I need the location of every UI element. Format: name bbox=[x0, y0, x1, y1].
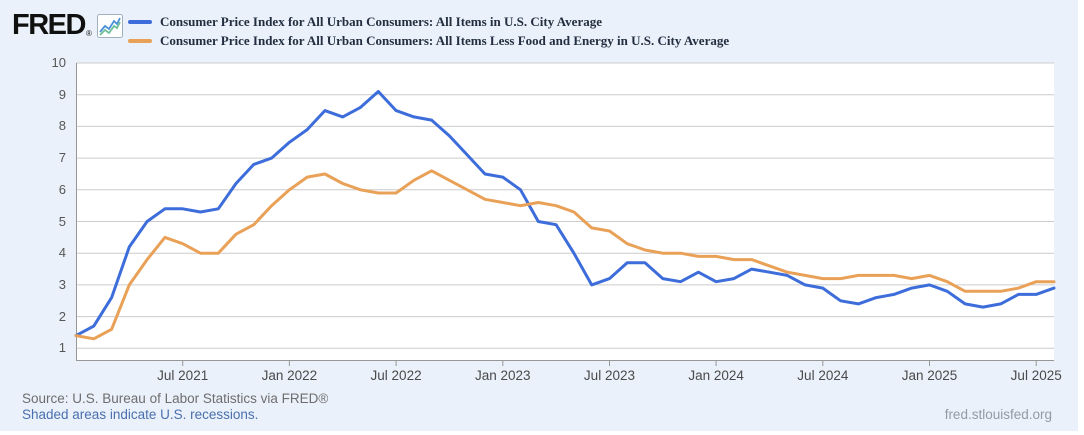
line-chart-svg[interactable] bbox=[74, 62, 1056, 367]
fred-logo-text: FRED bbox=[12, 9, 86, 41]
x-tick-label: Jul 2021 bbox=[157, 368, 209, 383]
fred-url[interactable]: fred.stlouisfed.org bbox=[944, 407, 1052, 422]
plot-area[interactable] bbox=[74, 62, 1056, 367]
y-tick-label: 9 bbox=[58, 86, 66, 102]
y-tick-label: 10 bbox=[51, 55, 66, 70]
fred-sparkline-icon bbox=[96, 14, 123, 43]
legend-item-cpi-all-items: Consumer Price Index for All Urban Consu… bbox=[128, 12, 729, 31]
series-line-0[interactable] bbox=[74, 90, 1056, 338]
x-tick-label: Jul 2023 bbox=[583, 368, 635, 383]
y-tick-label: 7 bbox=[58, 150, 66, 166]
plot-background bbox=[76, 63, 1054, 361]
y-tick-label: 5 bbox=[58, 213, 66, 229]
source-text: Source: U.S. Bureau of Labor Statistics … bbox=[22, 391, 329, 406]
fred-logo[interactable]: FRED ® bbox=[12, 11, 123, 43]
recession-note-link[interactable]: Shaded areas indicate U.S. recessions. bbox=[22, 407, 259, 422]
x-tick-label: Jan 2022 bbox=[261, 368, 318, 383]
x-tick-label: Jul 2024 bbox=[797, 368, 849, 383]
x-tick-label: Jan 2024 bbox=[688, 368, 744, 383]
y-tick-label: 4 bbox=[58, 245, 66, 261]
x-tick-label: Jan 2023 bbox=[474, 368, 531, 383]
x-tick-label: Jul 2025 bbox=[1010, 368, 1062, 383]
x-tick-label: Jan 2025 bbox=[901, 368, 958, 383]
y-tick-label: 6 bbox=[58, 181, 66, 197]
y-tick-label: 3 bbox=[58, 276, 66, 292]
legend-item-cpi-core: Consumer Price Index for All Urban Consu… bbox=[128, 31, 729, 50]
legend-label: Consumer Price Index for All Urban Consu… bbox=[160, 13, 602, 29]
legend-swatch-blue bbox=[128, 19, 152, 24]
y-tick-label: 1 bbox=[58, 340, 66, 356]
legend-swatch-orange bbox=[128, 38, 152, 43]
y-tick-label: 8 bbox=[58, 118, 66, 134]
chart-legend: Consumer Price Index for All Urban Consu… bbox=[128, 12, 729, 50]
y-tick-label: 2 bbox=[58, 308, 66, 324]
series-line-1[interactable] bbox=[74, 169, 1056, 341]
legend-label: Consumer Price Index for All Urban Consu… bbox=[160, 32, 730, 48]
fred-logo-registered: ® bbox=[85, 29, 92, 38]
x-tick-label: Jul 2022 bbox=[370, 368, 422, 383]
